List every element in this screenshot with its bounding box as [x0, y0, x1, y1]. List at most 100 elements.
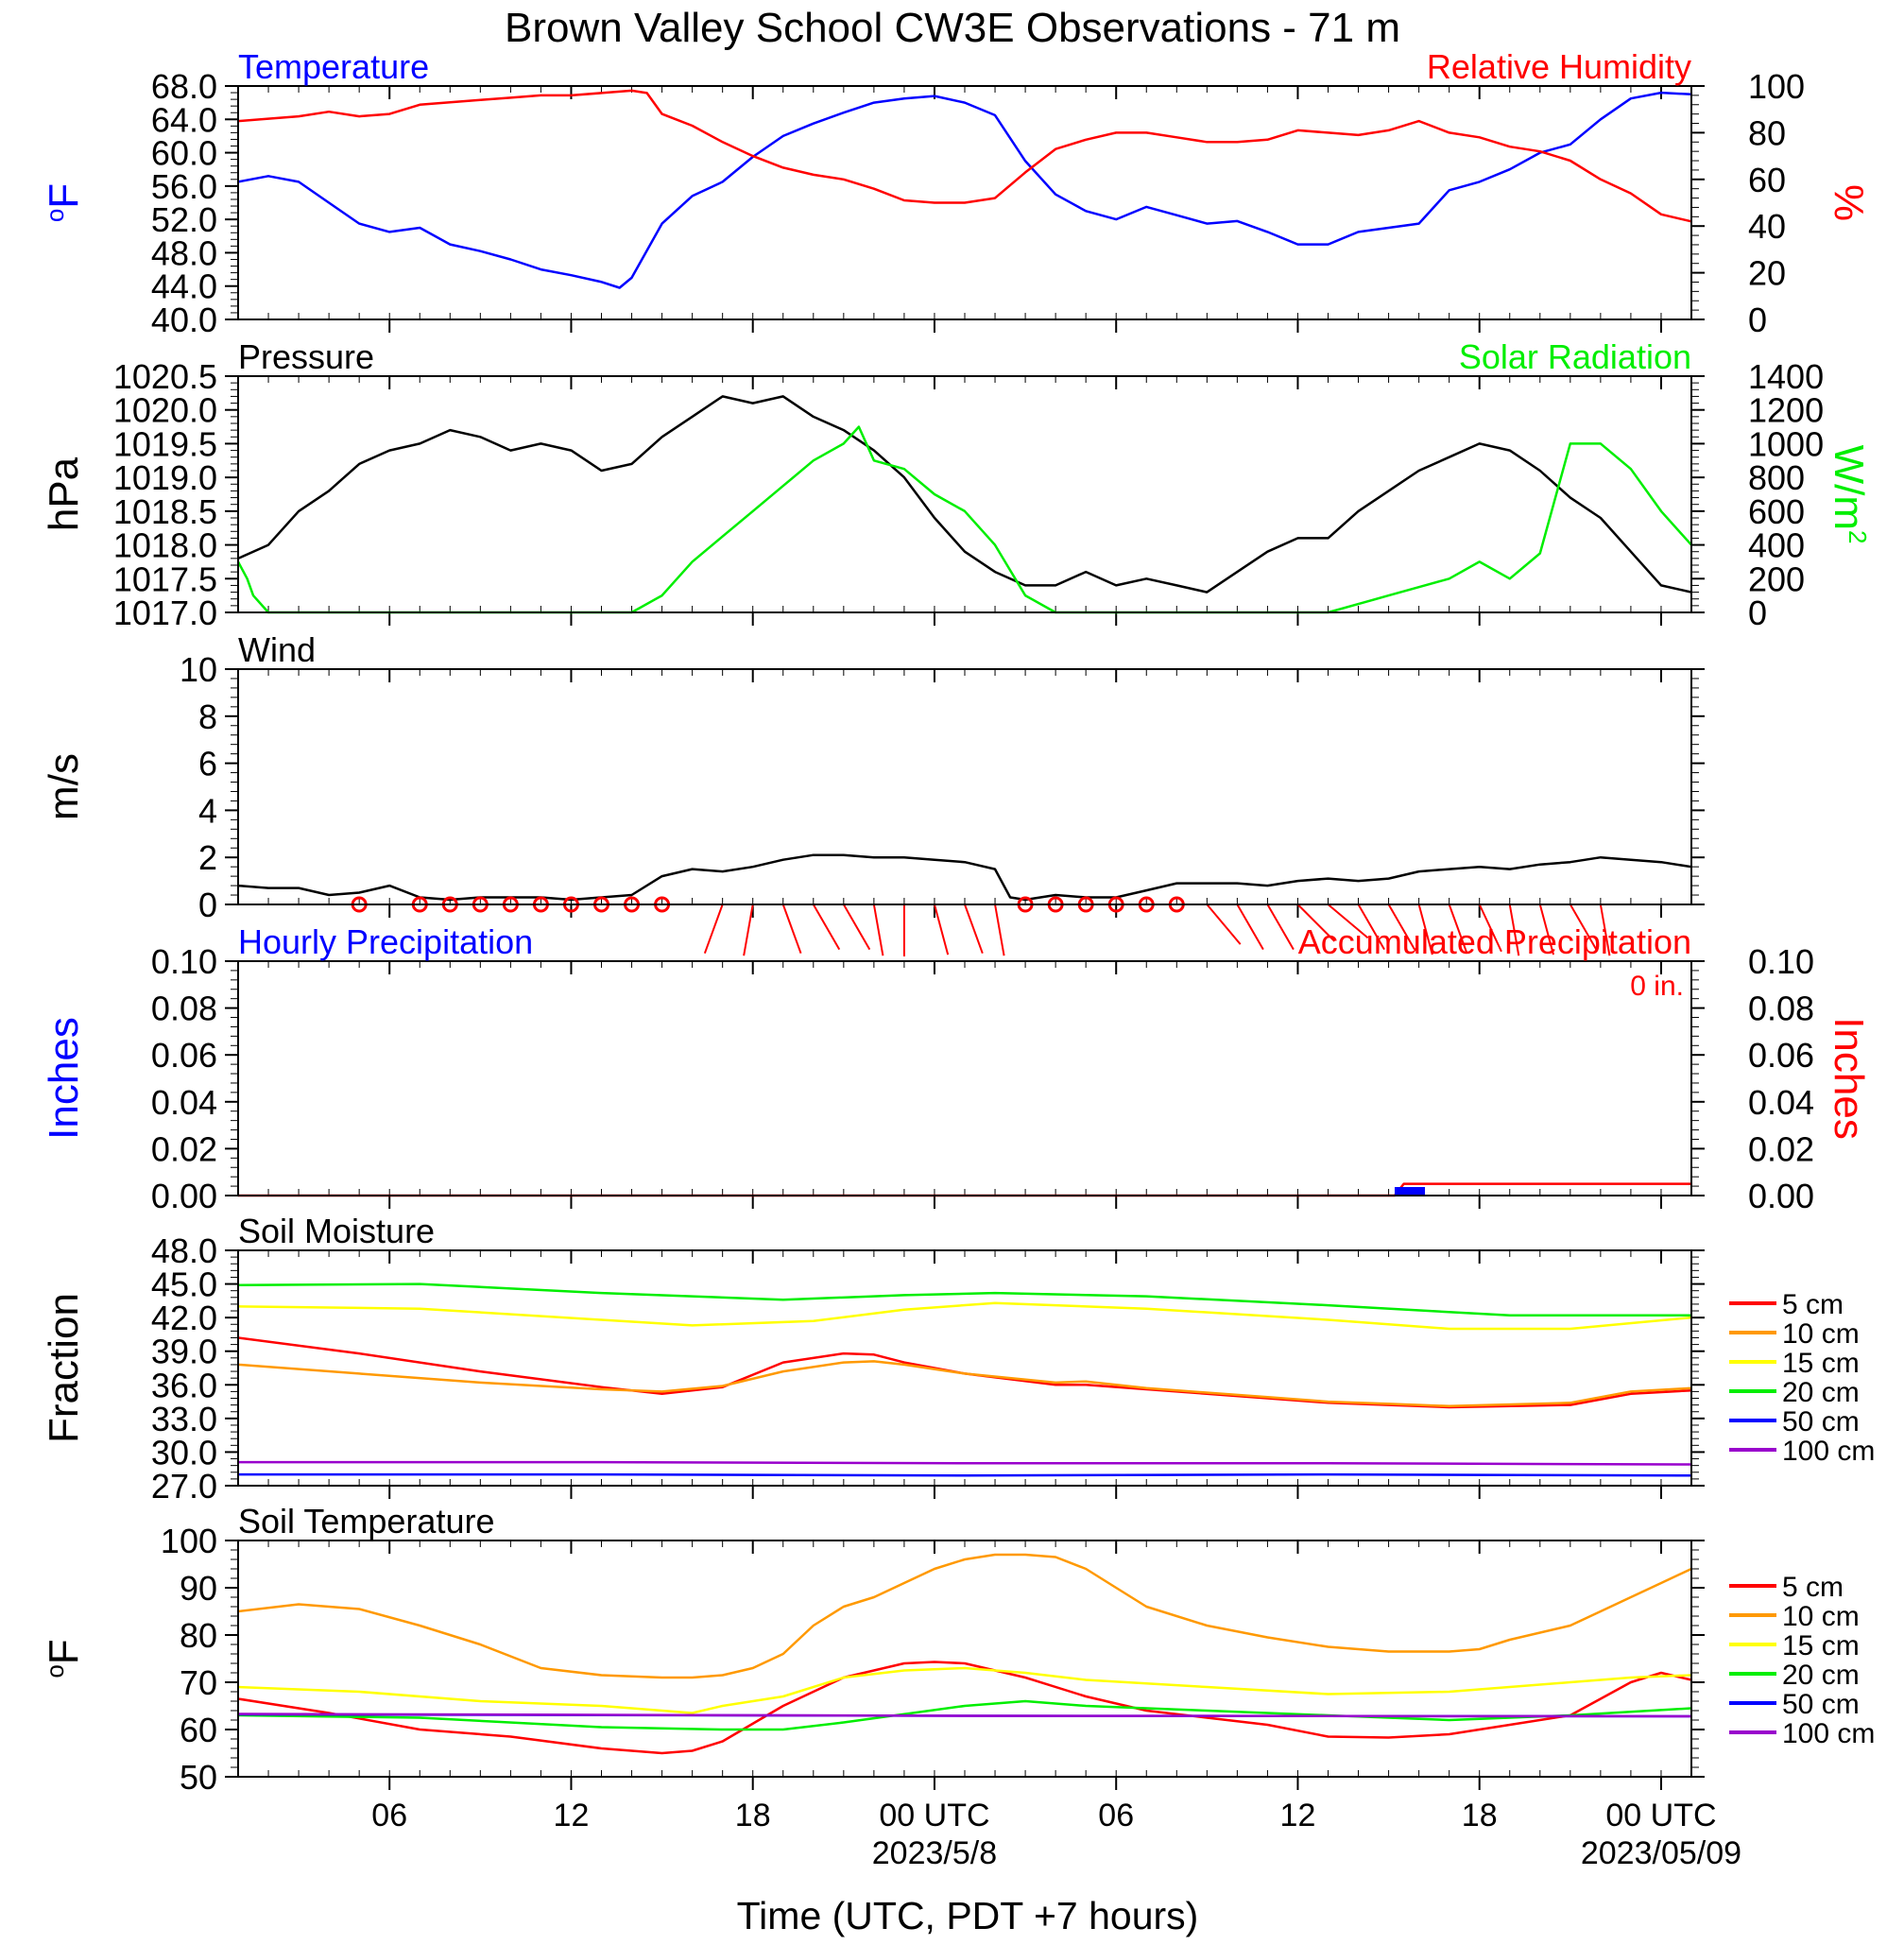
x-date-label: 2023/05/09 [1581, 1835, 1741, 1871]
y-left-tick-label: 1019.5 [113, 424, 217, 463]
series-line-wind [237, 853, 1692, 902]
y-left-tick-label: 100 [161, 1522, 217, 1560]
series-line-20-cm [237, 1282, 1691, 1317]
wind-barb [743, 904, 754, 956]
panels: 40.044.048.052.056.060.064.068.002040608… [41, 47, 1875, 1871]
series-line-20-cm [237, 1699, 1692, 1731]
wind-barb [1296, 904, 1336, 942]
y-right-tick-label: 600 [1748, 492, 1805, 531]
y-left-tick-label: 1020.0 [113, 391, 217, 430]
legend-label: 20 cm [1782, 1377, 1860, 1408]
y-right-tick-label: 0 [1748, 594, 1767, 632]
legend-label: 50 cm [1782, 1406, 1860, 1437]
y-right-tick-label: 60 [1748, 161, 1786, 199]
wind-barb [1236, 904, 1264, 951]
legend-label: 20 cm [1782, 1660, 1860, 1691]
wind-barb [1478, 904, 1502, 953]
y-left-tick-label: 0.04 [151, 1083, 217, 1122]
figure-title: Brown Valley School CW3E Observations - … [505, 5, 1400, 51]
y-left-tick-label: 40.0 [151, 301, 217, 339]
y-axis-label-left: m/s [41, 753, 87, 820]
y-left-tick-label: 8 [198, 697, 217, 736]
wind-barb [1448, 904, 1468, 955]
wind-barb [1599, 904, 1611, 956]
y-axis-label-left: Fraction [41, 1293, 87, 1443]
wind-barb [1569, 904, 1598, 951]
y-left-tick-label: 60 [180, 1711, 217, 1749]
y-right-tick-label: 0.04 [1748, 1083, 1814, 1122]
panel-title-left: Pressure [238, 337, 374, 376]
y-left-tick-label: 1018.0 [113, 526, 217, 565]
precip-bar [1394, 1187, 1426, 1196]
wind-barb [781, 904, 802, 955]
series-line-10-cm [237, 1360, 1692, 1408]
plot-frame [237, 1249, 1692, 1487]
series-line-solar-radiation [236, 425, 1692, 614]
y-left-tick-label: 30.0 [151, 1433, 217, 1472]
y-left-tick-label: 48.0 [151, 233, 217, 272]
y-left-tick-label: 10 [180, 650, 217, 689]
series-line-10-cm [237, 1553, 1692, 1679]
series-line-100-cm [237, 1713, 1692, 1718]
y-left-tick-label: 1017.5 [113, 559, 217, 598]
wind-barb [812, 904, 841, 951]
series-line-100-cm [238, 1460, 1692, 1466]
x-tick-label: 06 [371, 1798, 407, 1833]
y-left-tick-label: 60.0 [151, 134, 217, 173]
y-left-tick-label: 36.0 [151, 1366, 217, 1404]
panel-title-right: Solar Radiation [1459, 337, 1691, 376]
panel-precip: 0.00 0.02 0.04 0.06 0.08 0.10 0.00 0.02 0.04 0.06… [41, 922, 1872, 1215]
y-left-tick-label: 42.0 [151, 1299, 217, 1337]
wind-barb [933, 904, 950, 955]
y-axis-label-right: W/m2 [1826, 445, 1872, 544]
x-axis-label: Time (UTC, PDT +7 hours) [737, 1894, 1199, 1937]
y-left-tick-label: 64.0 [151, 100, 217, 139]
y-right-tick-label: 0.00 [1748, 1177, 1814, 1215]
wind-barb [1327, 904, 1369, 939]
y-right-tick-label: 80 [1748, 113, 1786, 152]
y-axis-label-right: Inches [1826, 1017, 1872, 1140]
legend-label: 15 cm [1782, 1348, 1860, 1379]
wind-barb [1387, 904, 1415, 951]
y-left-tick-label: 44.0 [151, 267, 217, 306]
y-right-tick-label: 0.10 [1748, 942, 1814, 981]
panel-title-left: Soil Moisture [238, 1212, 435, 1250]
wind-barb [994, 904, 1005, 956]
wind-barb [1357, 904, 1385, 951]
panel-soil_moisture: 27.030.033.036.039.042.045.048.0 Soil Moi… [41, 1212, 1875, 1506]
y-axis-label-left: Inches [41, 1017, 87, 1140]
y-right-tick-label: 0 [1748, 301, 1767, 339]
y-left-tick-label: 0.10 [151, 942, 217, 981]
y-right-tick-label: 1200 [1748, 391, 1824, 430]
panel-title-right: Accumulated Precipitation [1298, 922, 1691, 961]
y-right-tick-label: 1000 [1748, 424, 1824, 463]
y-left-tick-label: 2 [198, 838, 217, 877]
y-left-tick-label: 45.0 [151, 1265, 217, 1304]
x-tick-label: 12 [554, 1798, 590, 1833]
y-left-tick-label: 1017.0 [113, 594, 217, 632]
x-tick-label: 18 [735, 1798, 771, 1833]
legend-label: 5 cm [1782, 1289, 1844, 1320]
y-right-tick-label: 100 [1748, 67, 1805, 106]
panel-title-left: Wind [238, 630, 316, 669]
x-tick-label: 12 [1280, 1798, 1316, 1833]
y-left-tick-label: 50 [180, 1758, 217, 1797]
wind-barb [842, 904, 871, 951]
x-tick-label: 00 UTC [1605, 1798, 1716, 1833]
y-left-tick-label: 48.0 [151, 1231, 217, 1270]
y-left-tick-label: 0.00 [151, 1177, 217, 1215]
y-left-tick-label: 70 [180, 1663, 217, 1702]
wind-barb [964, 904, 984, 955]
panel-title-right: Relative Humidity [1427, 47, 1691, 86]
y-axis-label-left: hPa [41, 456, 87, 531]
panel-title-left: Temperature [238, 47, 429, 86]
wind-barb [1417, 904, 1433, 955]
y-right-tick-label: 800 [1748, 458, 1805, 497]
plot-frame [237, 1540, 1692, 1778]
wind-barb [1508, 904, 1520, 956]
y-right-tick-label: 0.08 [1748, 990, 1814, 1028]
panel-title-left: Soil Temperature [238, 1502, 494, 1541]
plot-frame [237, 960, 1692, 1196]
